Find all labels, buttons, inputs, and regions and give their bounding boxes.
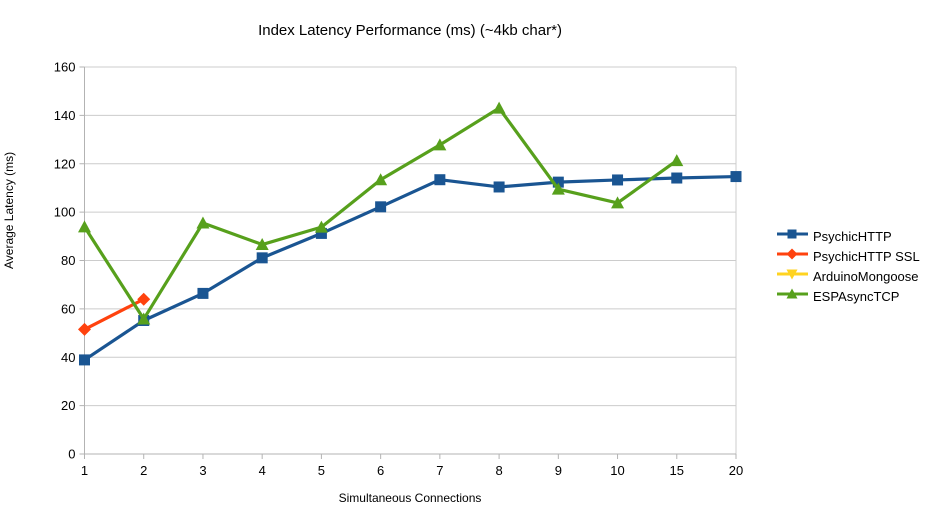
x-tick-label: 7 [436,463,443,478]
legend-sample-graphic [777,229,808,238]
legend-label: ArduinoMongoose [813,268,919,284]
legend-marker [786,248,798,259]
legend-label: PsychicHTTP SSL [813,248,920,264]
legend-label: PsychicHTTP [813,228,892,244]
data-point-PsychicHTTP [434,174,446,186]
legend-marker [786,269,798,279]
legend-item-psychichttp: PsychicHTTP [776,226,920,246]
x-tick-label: 10 [610,463,624,478]
legend-marker-triangle-down-icon [776,267,809,286]
data-point-PsychicHTTP [79,354,90,366]
series-line-ESPAsyncTCP [83,106,678,321]
x-tick-label: 6 [377,463,384,478]
legend-sample-graphic [777,269,808,279]
x-tick-label: 8 [495,463,502,478]
data-point-ESPAsyncTCP [374,173,388,186]
data-point-ESPAsyncTCP [196,216,210,229]
legend-item-espasynctcp: ESPAsyncTCP [776,286,920,306]
data-point-PsychicHTTP [256,252,268,264]
data-point-PsychicHTTP SSL [78,322,91,336]
legend-marker-square [776,227,809,246]
legend-label: ESPAsyncTCP [813,288,900,304]
legend-marker [787,229,797,238]
x-tick-label: 9 [555,463,562,478]
chart-title: Index Latency Performance (ms) (~4kb cha… [258,22,562,39]
x-axis-title: Simultaneous Connections [338,491,482,505]
legend-sample-graphic [777,288,808,298]
y-tick-label: 80 [61,253,75,268]
legend: PsychicHTTP PsychicHTTP SSL ArduinoMongo… [776,226,920,306]
data-point-PsychicHTTP [375,201,387,213]
data-point-PsychicHTTP [493,181,505,193]
data-point-PsychicHTTP [552,176,564,188]
data-point-PsychicHTTP [197,287,209,299]
legend-marker [786,288,798,298]
y-tick-label: 120 [54,156,76,171]
data-point-ESPAsyncTCP [611,196,625,209]
x-tick-label: 5 [318,463,325,478]
data-point-PsychicHTTP SSL [137,292,151,306]
y-axis-title: Average Latency (ms) [2,151,16,269]
x-tick-label: 20 [729,463,743,478]
y-tick-label: 60 [61,301,75,316]
x-tick-label: 2 [140,463,147,478]
y-tick-label: 40 [61,350,75,365]
y-tick-label: 0 [68,447,75,462]
data-point-ESPAsyncTCP [255,238,269,251]
x-tick-label: 4 [259,463,266,478]
legend-marker-diamond [776,247,809,266]
x-tick-label: 3 [199,463,206,478]
legend-item-arduinomongoose: ArduinoMongoose [776,266,920,286]
y-tick-label: 100 [54,205,76,220]
legend-sample-graphic [777,248,808,259]
legend-item-psychichttp-ssl: PsychicHTTP SSL [776,246,920,266]
data-point-ESPAsyncTCP [551,182,565,195]
data-point-ESPAsyncTCP [314,220,328,233]
data-point-PsychicHTTP [730,171,742,183]
legend-marker-triangle-up-icon [776,287,809,306]
x-tick-label: 1 [81,463,88,478]
data-point-ESPAsyncTCP [78,220,91,233]
data-point-ESPAsyncTCP [137,312,151,325]
x-tick-label: 15 [670,463,684,478]
data-point-PsychicHTTP [671,172,683,184]
data-point-PsychicHTTP [612,174,624,186]
series-line-PsychicHTTP [83,174,737,362]
data-point-ESPAsyncTCP [433,138,447,151]
data-point-ESPAsyncTCP [492,101,506,114]
data-point-PsychicHTTP [315,227,327,239]
data-point-ESPAsyncTCP [670,154,684,167]
y-tick-label: 140 [54,108,76,123]
y-tick-label: 160 [54,60,76,75]
y-tick-label: 20 [61,398,75,413]
